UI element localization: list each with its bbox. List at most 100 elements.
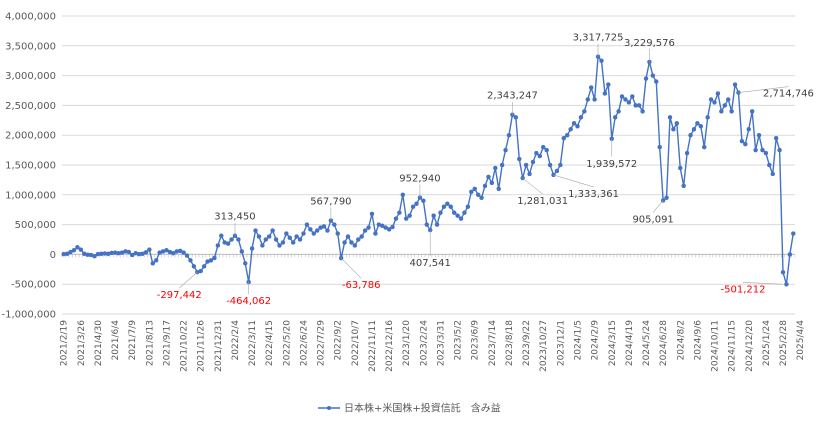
data-point — [530, 159, 536, 165]
data-point — [773, 135, 779, 141]
data-point — [763, 150, 769, 156]
x-tick-label: 2024/12/20 — [745, 320, 755, 372]
data-point — [400, 192, 406, 198]
x-tick-label: 2022/3/11 — [248, 320, 258, 366]
data-point — [469, 189, 474, 195]
x-tick-label: 2021/4/30 — [94, 320, 104, 366]
x-tick-label: 2023/12/1 — [556, 320, 566, 366]
x-tick-label: 2021/10/22 — [180, 320, 190, 372]
data-point — [366, 225, 371, 230]
x-tick-label: 2024/10/11 — [711, 320, 721, 372]
data-point — [479, 195, 484, 201]
data-point — [568, 126, 573, 132]
data-point — [486, 174, 491, 180]
data-point — [784, 282, 789, 287]
x-tick-label: 2023/10/27 — [539, 320, 549, 372]
data-point — [342, 240, 347, 245]
data-point — [575, 124, 580, 129]
data-point — [664, 195, 669, 201]
x-tick-label: 2023/5/2 — [454, 320, 464, 360]
data-point — [407, 213, 412, 218]
data-point — [229, 237, 234, 242]
data-point — [236, 237, 241, 242]
data-point — [767, 162, 772, 168]
y-tick-label: 500,000 — [15, 220, 56, 231]
data-point — [397, 210, 402, 215]
data-point — [198, 268, 203, 274]
data-point — [777, 147, 782, 153]
data-point — [513, 115, 519, 120]
data-point — [592, 97, 597, 102]
data-point — [68, 249, 73, 255]
data-point — [243, 261, 248, 266]
data-point — [147, 247, 152, 252]
data-point — [671, 126, 676, 132]
data-point — [725, 97, 731, 102]
data-point — [578, 115, 584, 120]
data-point — [602, 91, 608, 96]
x-tick-label: 2022/5/20 — [282, 320, 292, 366]
y-tick-label: 2,000,000 — [5, 131, 56, 142]
data-point — [380, 223, 385, 229]
data-point — [369, 211, 375, 217]
data-point — [698, 124, 704, 129]
data-point — [75, 244, 80, 250]
data-point — [356, 237, 361, 242]
data-point — [181, 250, 186, 255]
data-point — [294, 234, 299, 239]
x-tick-label: 2022/9/2 — [334, 320, 344, 360]
y-tick-label: -1,000,000 — [1, 310, 56, 321]
data-label: 407,541 — [410, 258, 451, 269]
data-point — [729, 109, 734, 114]
data-point — [263, 237, 269, 242]
data-point — [225, 241, 231, 246]
data-label: 1,939,572 — [586, 159, 637, 170]
data-point — [503, 147, 508, 153]
x-tick-label: 2021/7/9 — [128, 320, 138, 361]
data-point — [273, 237, 279, 242]
data-point — [482, 183, 488, 189]
data-point — [527, 171, 532, 177]
data-point — [78, 247, 84, 252]
x-tick-label: 2023/9/22 — [522, 320, 532, 366]
data-label: 905,091 — [632, 214, 673, 225]
data-point — [606, 82, 611, 87]
data-point — [708, 97, 714, 102]
data-point — [623, 97, 628, 102]
data-point — [393, 216, 399, 221]
data-point — [657, 144, 662, 150]
x-axis-ticks: 2021/2/19 2021/3/26 2021/4/30 2021/6/4 2021/… — [60, 320, 806, 372]
data-point — [695, 121, 700, 126]
data-point — [564, 132, 570, 138]
data-label: 567,790 — [310, 197, 351, 208]
data-point — [654, 79, 659, 84]
data-label-leader — [738, 86, 789, 93]
x-tick-label: 2023/6/9 — [471, 320, 481, 361]
data-point — [150, 261, 156, 266]
data-point — [630, 94, 635, 99]
data-point — [390, 224, 395, 230]
x-tick-label: 2024/1/5 — [573, 320, 583, 360]
data-point — [458, 216, 464, 221]
data-point — [506, 132, 512, 138]
data-point — [448, 204, 454, 209]
data-point — [537, 153, 543, 159]
data-point — [208, 258, 214, 263]
data-point — [64, 251, 70, 257]
data-label: -63,786 — [342, 280, 381, 291]
data-point — [215, 243, 221, 248]
data-point — [540, 144, 546, 150]
legend-label: 日本株+米国株+投資信託 含み益 — [344, 402, 501, 415]
data-point — [691, 126, 697, 132]
data-point — [383, 225, 388, 230]
data-point — [705, 115, 710, 120]
data-point — [191, 264, 197, 269]
x-tick-label: 2024/5/24 — [642, 320, 652, 366]
data-label: 2,343,247 — [487, 91, 538, 102]
data-point — [424, 222, 430, 227]
data-point — [739, 138, 745, 144]
data-point — [431, 213, 436, 218]
data-point — [626, 100, 632, 105]
x-tick-label: 2021/11/26 — [197, 320, 207, 372]
data-point — [523, 162, 529, 168]
